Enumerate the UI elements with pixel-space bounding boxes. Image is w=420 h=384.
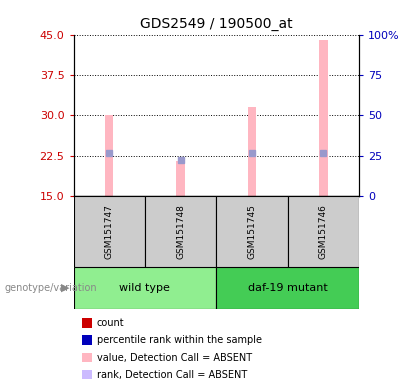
Text: ▶: ▶ <box>61 283 69 293</box>
Bar <box>176 161 185 196</box>
Text: genotype/variation: genotype/variation <box>4 283 97 293</box>
Text: value, Detection Call = ABSENT: value, Detection Call = ABSENT <box>97 353 252 362</box>
Title: GDS2549 / 190500_at: GDS2549 / 190500_at <box>140 17 293 31</box>
Text: count: count <box>97 318 124 328</box>
Text: GSM151746: GSM151746 <box>319 204 328 259</box>
Bar <box>319 40 328 196</box>
Text: percentile rank within the sample: percentile rank within the sample <box>97 335 262 345</box>
Text: GSM151748: GSM151748 <box>176 204 185 259</box>
Bar <box>145 196 216 267</box>
Bar <box>288 196 359 267</box>
Text: GSM151747: GSM151747 <box>105 204 114 259</box>
Bar <box>74 196 145 267</box>
Text: GSM151745: GSM151745 <box>247 204 257 259</box>
Text: wild type: wild type <box>119 283 171 293</box>
Bar <box>105 115 113 196</box>
Text: rank, Detection Call = ABSENT: rank, Detection Call = ABSENT <box>97 370 247 380</box>
Bar <box>248 107 256 196</box>
Bar <box>216 267 359 309</box>
Bar <box>216 196 288 267</box>
Text: daf-19 mutant: daf-19 mutant <box>248 283 328 293</box>
Bar <box>74 267 216 309</box>
